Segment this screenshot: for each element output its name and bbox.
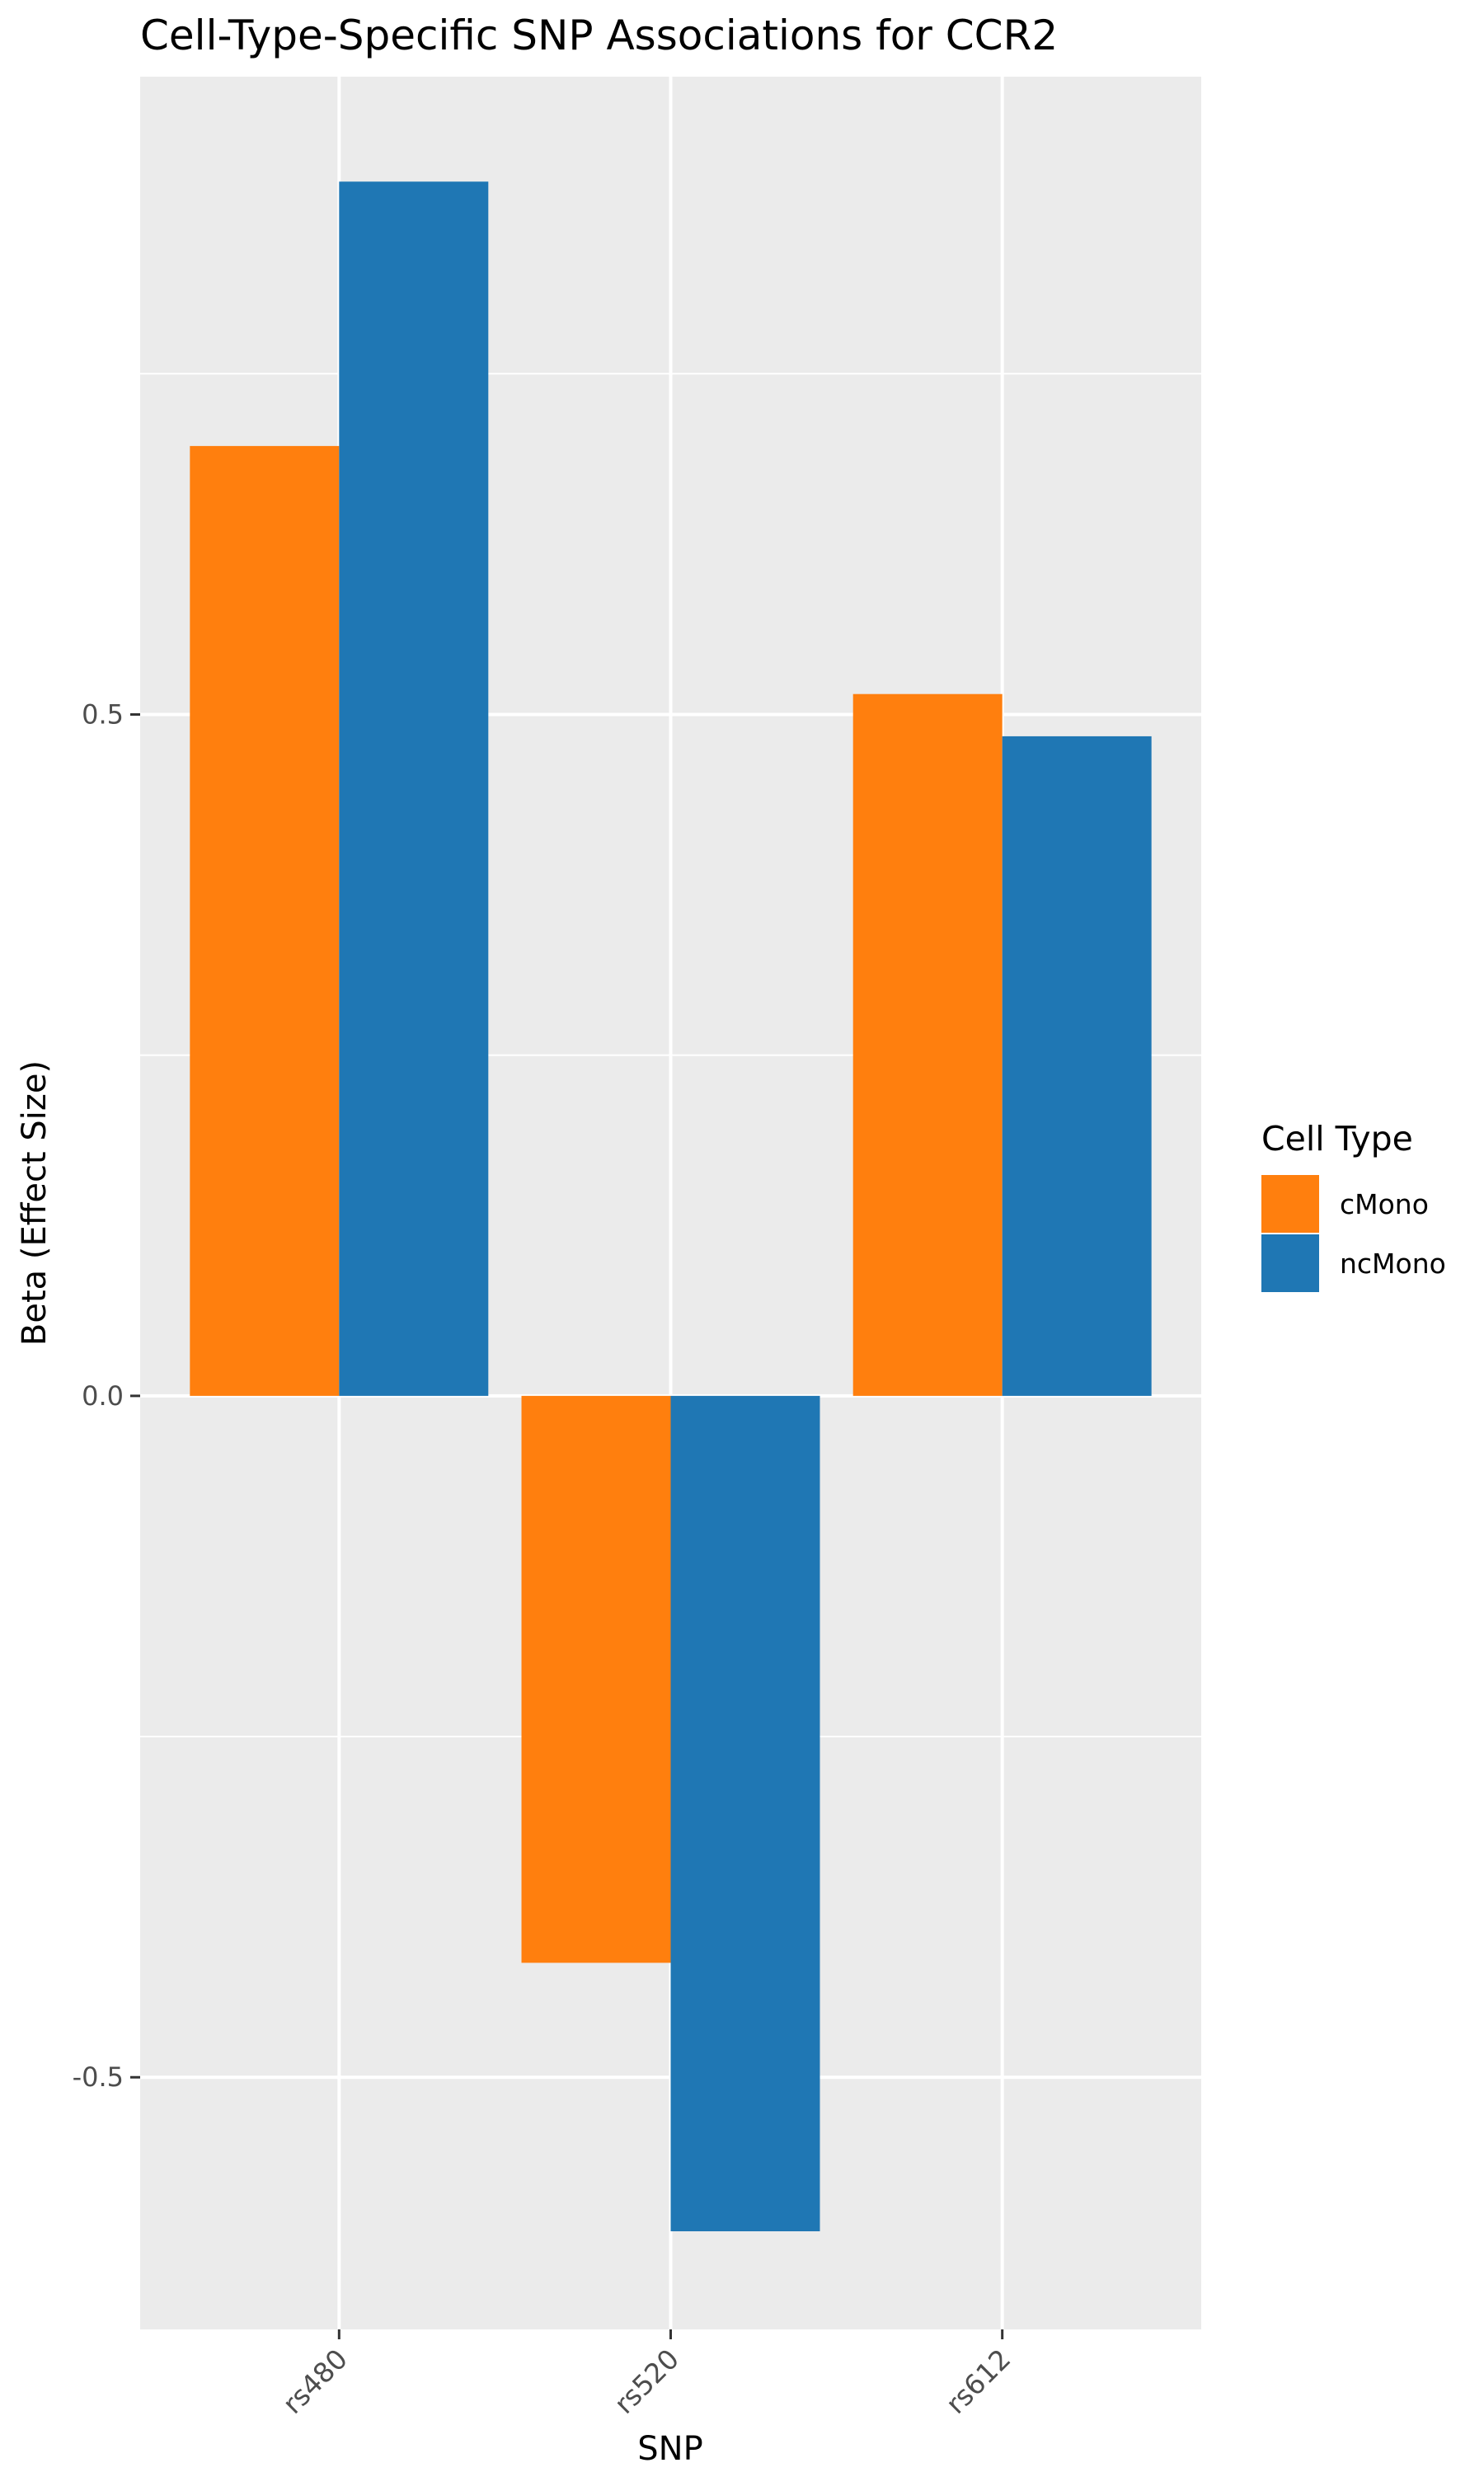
bar-cMono-rs612 bbox=[852, 693, 1003, 1396]
legend-label-cMono: cMono bbox=[1340, 1188, 1429, 1220]
legend-label-ncMono: ncMono bbox=[1340, 1248, 1446, 1280]
bar-ncMono-rs520 bbox=[670, 1395, 820, 2232]
chart-title: Cell-Type-Specific SNP Associations for … bbox=[140, 12, 1058, 59]
x-tick-label: rs480 bbox=[276, 2343, 354, 2420]
y-tick-label: 0.5 bbox=[82, 698, 124, 730]
bar-cMono-rs520 bbox=[521, 1395, 671, 1963]
legend-key-ncMono bbox=[1261, 1234, 1319, 1292]
y-tick-label: -0.5 bbox=[73, 2061, 124, 2093]
legend-title: Cell Type bbox=[1261, 1119, 1413, 1159]
y-tick-label: 0.0 bbox=[82, 1380, 124, 1412]
y-axis-title: Beta (Effect Size) bbox=[16, 1060, 54, 1346]
bars bbox=[190, 181, 1152, 2232]
bar-ncMono-rs612 bbox=[1002, 736, 1152, 1396]
bar-ncMono-rs480 bbox=[339, 181, 489, 1396]
legend-key-cMono bbox=[1261, 1175, 1319, 1233]
x-axis-title: SNP bbox=[637, 2430, 702, 2468]
legend-items: cMono ncMono bbox=[1261, 1175, 1446, 1292]
legend: Cell Type cMono ncMono bbox=[1261, 1119, 1446, 1292]
x-tick-label: rs612 bbox=[939, 2343, 1017, 2420]
bar-cMono-rs480 bbox=[190, 445, 340, 1396]
x-tick-label: rs520 bbox=[608, 2343, 685, 2420]
grid-lines bbox=[140, 77, 1201, 2329]
